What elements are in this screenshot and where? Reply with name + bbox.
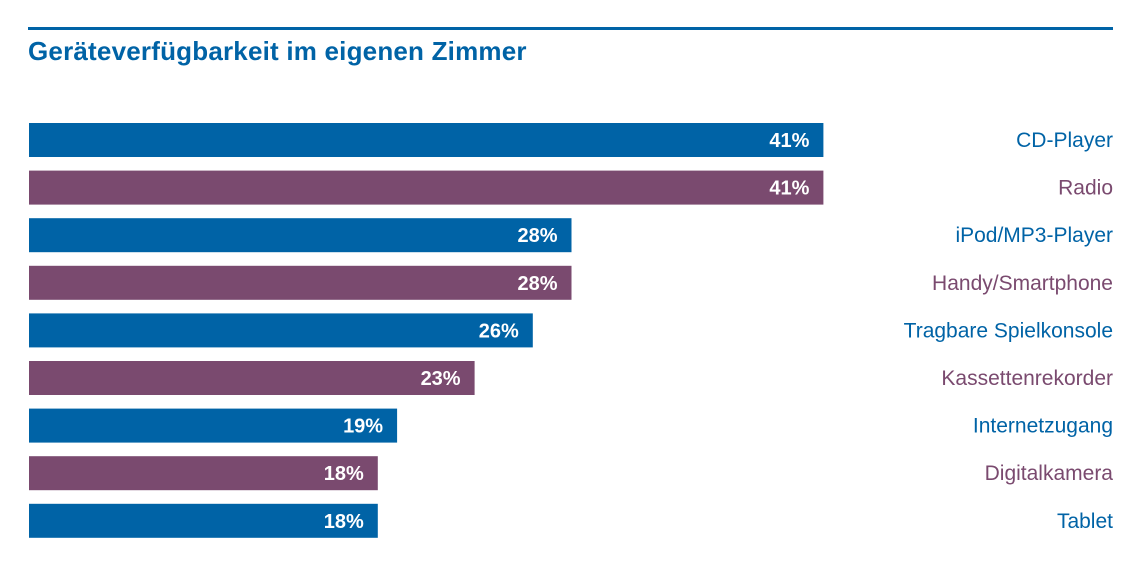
category-label: iPod/MP3-Player bbox=[955, 224, 1113, 247]
bar-row: 26% Tragbare Spielkonsole bbox=[29, 313, 1113, 348]
bar-value-label: 28% bbox=[517, 225, 557, 247]
bar-row: 28% Handy/Smartphone bbox=[29, 265, 1113, 300]
bar-value-label: 41% bbox=[769, 178, 809, 200]
bar-row: 23% Kassettenrekorder bbox=[29, 361, 1113, 395]
bar bbox=[29, 123, 824, 157]
category-label: CD-Player bbox=[1016, 129, 1113, 152]
category-label: Radio bbox=[1058, 177, 1113, 200]
bar-value-label: 41% bbox=[769, 130, 809, 152]
chart-title: Geräteverfügbarkeit im eigenen Zimmer bbox=[28, 36, 527, 66]
category-label: Digitalkamera bbox=[985, 462, 1114, 485]
title-rule bbox=[28, 27, 1113, 30]
bar-value-label: 18% bbox=[324, 463, 364, 485]
bar bbox=[29, 503, 378, 538]
category-label: Kassettenrekorder bbox=[941, 367, 1113, 390]
bar-value-label: 18% bbox=[324, 511, 364, 533]
bar-row: 18% Digitalkamera bbox=[29, 456, 1114, 491]
bar-value-label: 28% bbox=[517, 273, 557, 295]
bar-row: 18% Tablet bbox=[29, 503, 1113, 538]
bar-row: 19% Internetzugang bbox=[29, 408, 1113, 443]
bar-row: 28% iPod/MP3-Player bbox=[29, 218, 1113, 253]
bar bbox=[29, 218, 572, 253]
category-label: Tablet bbox=[1057, 510, 1113, 533]
bar-row: 41% CD-Player bbox=[29, 123, 1113, 157]
bar-value-label: 23% bbox=[421, 368, 461, 390]
bar-row: 41% Radio bbox=[29, 170, 1113, 205]
bar bbox=[29, 170, 824, 205]
category-label: Internetzugang bbox=[973, 415, 1113, 438]
bar-value-label: 26% bbox=[479, 320, 519, 342]
category-label: Tragbare Spielkonsole bbox=[904, 319, 1113, 342]
bar bbox=[29, 456, 378, 491]
bar bbox=[29, 265, 572, 300]
category-label: Handy/Smartphone bbox=[932, 272, 1113, 295]
bar bbox=[29, 408, 398, 443]
bar bbox=[29, 313, 533, 348]
bar-value-label: 19% bbox=[343, 416, 383, 438]
bar bbox=[29, 361, 475, 395]
